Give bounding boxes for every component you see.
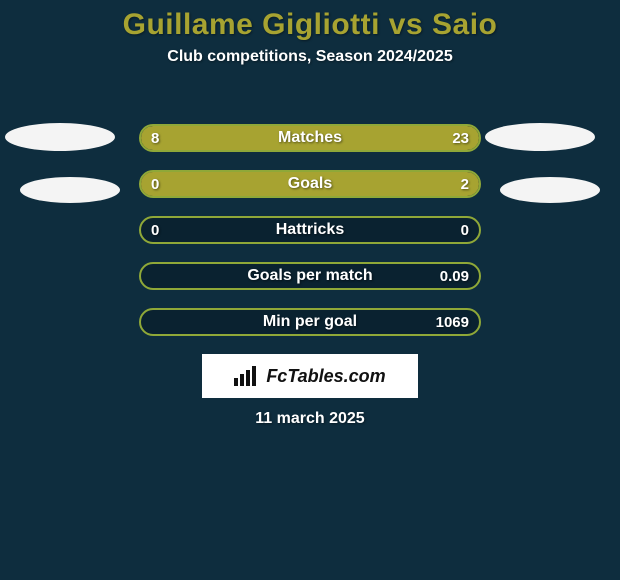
bar-value-right: 0: [461, 218, 469, 242]
page-title: Guillame Gigliotti vs Saio: [0, 0, 620, 42]
stat-bar-row: 0.09Goals per match: [139, 262, 481, 290]
stat-bar-row: 1069Min per goal: [139, 308, 481, 336]
decorative-ellipse: [485, 123, 595, 151]
brand-badge: FcTables.com: [202, 354, 418, 398]
bar-label: Hattricks: [141, 218, 479, 242]
footer-date: 11 march 2025: [0, 410, 620, 428]
bar-label: Goals per match: [141, 264, 479, 288]
stat-bars: 823Matches02Goals00Hattricks0.09Goals pe…: [139, 124, 481, 354]
subtitle: Club competitions, Season 2024/2025: [0, 48, 620, 66]
decorative-ellipse: [20, 177, 120, 203]
bar-fill-right: [229, 126, 479, 150]
stat-bar-row: 823Matches: [139, 124, 481, 152]
bar-value-left: 0: [151, 172, 159, 196]
brand-bars-icon: [234, 366, 260, 386]
bar-value-right: 23: [452, 126, 469, 150]
bar-value-left: 0: [151, 218, 159, 242]
stat-bar-row: 0 0Hattricks: [139, 216, 481, 244]
comparison-infographic: Guillame Gigliotti vs Saio Club competit…: [0, 0, 620, 580]
decorative-ellipse: [500, 177, 600, 203]
bar-fill-right: [141, 172, 479, 196]
brand-text: FcTables.com: [266, 366, 385, 387]
bar-value-right: 2: [461, 172, 469, 196]
bar-label: Min per goal: [141, 310, 479, 334]
bar-value-right: 1069: [436, 310, 469, 334]
bar-value-left: 8: [151, 126, 159, 150]
decorative-ellipse: [5, 123, 115, 151]
stat-bar-row: 02Goals: [139, 170, 481, 198]
bar-value-right: 0.09: [440, 264, 469, 288]
